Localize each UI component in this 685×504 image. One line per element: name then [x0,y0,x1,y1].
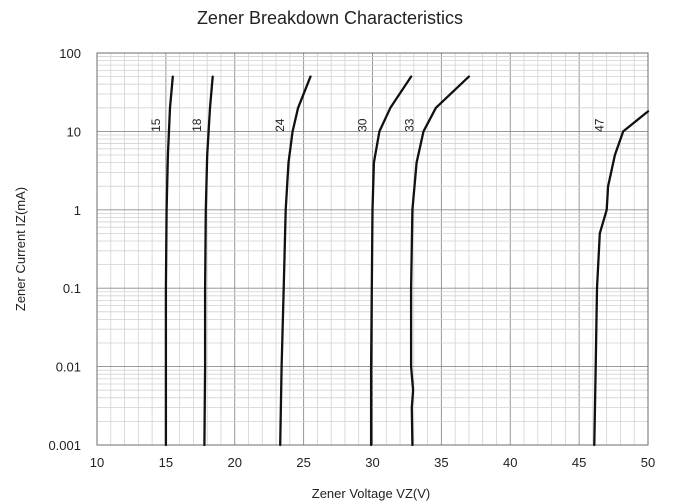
series-curves [164,75,650,447]
zener-curve-47 [593,110,650,447]
plot-frame [96,52,649,446]
x-tick-label: 30 [365,455,379,470]
zener-curve-24 [279,75,312,447]
curve-label-24: 24 [273,118,287,132]
x-tick-label: 45 [572,455,586,470]
zener-curve-30 [369,75,413,447]
x-tick-label: 35 [434,455,448,470]
y-tick-label: 10 [67,124,81,139]
curve-label-33: 33 [402,118,416,132]
x-tick-label: 10 [90,455,104,470]
x-tick-label: 25 [296,455,310,470]
series-labels: 15 18 24 30 33 47 [149,118,607,132]
zener-curve-15 [164,75,174,447]
y-tick-label: 0.01 [56,360,81,375]
zener-curve-18 [203,75,214,447]
curve-label-30: 30 [356,118,370,132]
x-tick-label: 40 [503,455,517,470]
curve-label-15: 15 [149,118,163,132]
y-tick-label: 0.001 [48,438,81,453]
x-tick-label: 20 [228,455,242,470]
y-axis-label: Zener Current IZ(mA) [13,187,28,311]
x-tick-labels: 10 15 20 25 30 35 40 45 50 [90,455,655,470]
x-tick-label: 15 [159,455,173,470]
zener-curve-33 [409,75,471,447]
y-tick-label: 0.1 [63,281,81,296]
curve-label-47: 47 [592,118,606,132]
y-tick-labels: 0.001 0.01 0.1 1 10 100 [48,46,81,453]
y-tick-label: 1 [74,203,81,218]
x-tick-label: 50 [641,455,655,470]
curve-label-18: 18 [190,118,204,132]
y-tick-label: 100 [59,46,81,61]
x-axis-label: Zener Voltage VZ(V) [312,486,431,501]
chart-title: Zener Breakdown Characteristics [197,8,463,28]
